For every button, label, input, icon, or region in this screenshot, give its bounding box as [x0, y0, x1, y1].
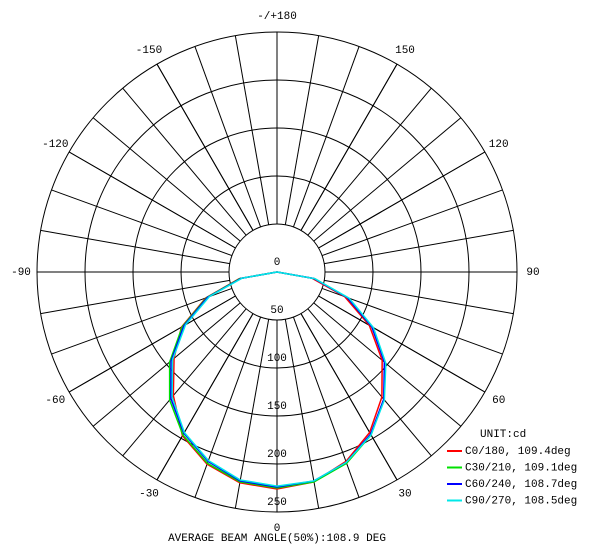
- angle-tick-label: 0: [274, 523, 281, 535]
- spoke: [194, 316, 262, 498]
- grid: [36, 31, 518, 513]
- angle-tick: [300, 63, 398, 231]
- spoke: [321, 287, 503, 355]
- angle-tick-label: 90: [526, 267, 539, 279]
- spoke: [307, 308, 432, 457]
- spoke: [122, 308, 247, 457]
- spoke: [324, 279, 514, 315]
- angle-tick-label: 30: [398, 489, 411, 501]
- r-tick-label: 0: [274, 257, 281, 269]
- legend-label: C0/180, 109.4deg: [465, 446, 571, 458]
- spoke: [234, 35, 270, 225]
- angle-tick: [156, 313, 254, 481]
- spoke: [321, 189, 503, 257]
- series-curve: [171, 271, 387, 487]
- angle-tick-label: 150: [395, 45, 415, 57]
- spoke: [292, 316, 360, 498]
- spoke: [284, 319, 320, 509]
- angle-tick-label: 120: [489, 139, 509, 151]
- angle-tick: [318, 151, 486, 249]
- legend-label: C90/270, 108.5deg: [465, 495, 577, 507]
- spoke: [194, 46, 262, 228]
- spoke: [51, 189, 233, 257]
- spoke: [234, 319, 270, 509]
- angle-tick-label: -90: [11, 267, 31, 279]
- spoke: [51, 287, 233, 355]
- r-tick-label: 50: [270, 305, 283, 317]
- angle-tick-label: -30: [139, 489, 159, 501]
- r-tick-label: 250: [267, 497, 287, 509]
- angle-tick: [68, 295, 236, 393]
- angle-tick-label: 60: [492, 395, 505, 407]
- angle-tick-label: -150: [136, 45, 162, 57]
- angle-tick: [156, 63, 254, 231]
- unit-label: UNIT:cd: [480, 429, 526, 441]
- spoke: [292, 46, 360, 228]
- spoke: [92, 302, 241, 427]
- spoke: [40, 229, 230, 265]
- r-tick-label: 150: [267, 401, 287, 413]
- legend-label: C60/240, 108.7deg: [465, 479, 577, 491]
- spoke: [284, 35, 320, 225]
- spoke: [40, 279, 230, 315]
- spoke: [313, 117, 462, 242]
- spoke: [313, 302, 462, 427]
- footer: AVERAGE BEAM ANGLE(50%):108.9 DEG: [168, 533, 386, 545]
- angle-tick-label: -/+180: [257, 11, 297, 23]
- r-tick-label: 100: [267, 353, 287, 365]
- spoke: [122, 87, 247, 236]
- angle-tick: [318, 295, 486, 393]
- angle-tick-label: -60: [45, 395, 65, 407]
- spoke: [307, 87, 432, 236]
- spoke: [324, 229, 514, 265]
- angle-tick-label: -120: [42, 139, 68, 151]
- curves: [168, 271, 387, 490]
- legend-label: C30/210, 109.1deg: [465, 462, 577, 474]
- angle-tick: [300, 313, 398, 481]
- r-tick-label: 200: [267, 449, 287, 461]
- angle-tick: [68, 151, 236, 249]
- spoke: [92, 117, 241, 242]
